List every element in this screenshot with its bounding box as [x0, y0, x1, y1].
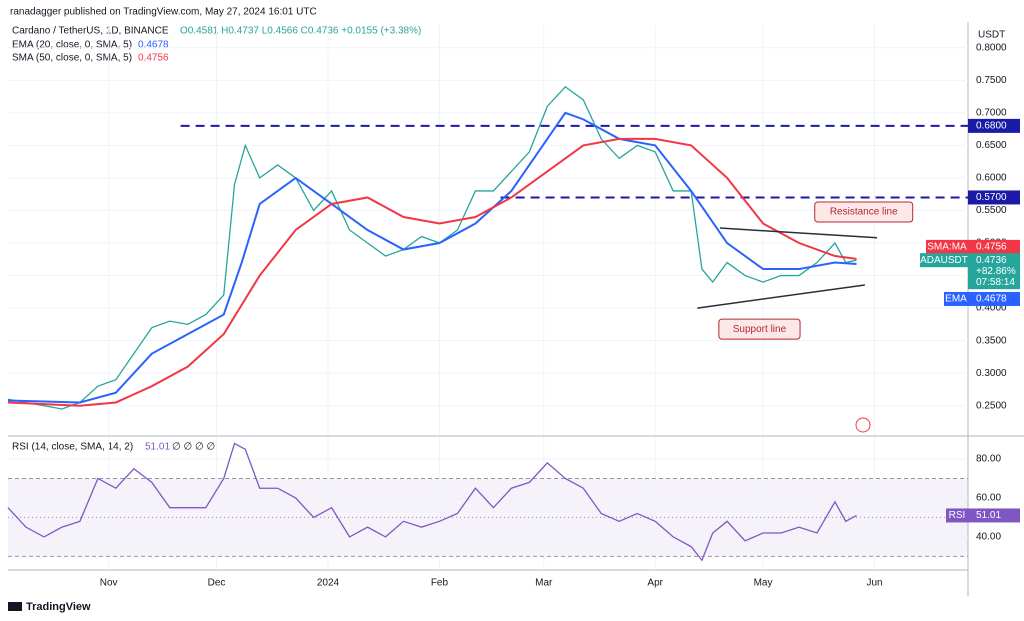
- y-tick-label: 0.7000: [976, 107, 1007, 118]
- annotation-box: [718, 318, 801, 340]
- ema-legend: EMA (20, close, 0, SMA, 5): [12, 40, 132, 51]
- level-label: 0.5700: [976, 192, 1007, 203]
- y-tick-label: 0.3000: [976, 368, 1007, 379]
- ohlc: O0.4581 H0.4737 L0.4566 C0.4736 +0.0155 …: [180, 26, 421, 37]
- y-tick-label: 0.5500: [976, 205, 1007, 216]
- rsi-legend-value: 51.01: [145, 442, 170, 453]
- badge-name: EMA: [945, 294, 967, 305]
- x-tick-label: Nov: [100, 578, 118, 589]
- badge-value: 0.4678: [976, 294, 1007, 305]
- x-tick-label: Mar: [535, 578, 553, 589]
- y-tick-label: 0.2500: [976, 400, 1007, 411]
- badge-extra: +82.86%: [976, 266, 1016, 277]
- x-tick-label: Jun: [866, 578, 882, 589]
- sma-legend: SMA (50, close, 0, SMA, 5): [12, 53, 132, 64]
- y-tick-label: 40.00: [976, 532, 1001, 543]
- series-line: [7, 111, 857, 404]
- badge-name-box: [920, 253, 968, 268]
- badge-name: SMA:MA: [927, 242, 967, 253]
- annotation: Support line: [733, 324, 787, 335]
- trendline: [697, 284, 865, 309]
- publisher: ranadagger published on TradingView.com,…: [10, 7, 317, 18]
- series-line: [7, 442, 857, 562]
- badge-extra: 07:58:14: [976, 277, 1015, 288]
- x-tick-label: Apr: [647, 578, 663, 589]
- level-badge: [968, 190, 1020, 205]
- x-tick-label: May: [754, 578, 773, 589]
- trendline: [719, 227, 878, 239]
- y-tick-label: 0.4000: [976, 303, 1007, 314]
- rsi-badge-name-box: [946, 508, 968, 523]
- rsi-legend: RSI (14, close, SMA, 14, 2): [12, 442, 133, 453]
- badge-value-box: [968, 291, 1020, 306]
- badge-name: ADAUSDT: [920, 255, 968, 266]
- badge-value-box: [968, 253, 1020, 290]
- sma-legend-value: 0.4756: [138, 53, 169, 64]
- badge-value: 0.4736: [976, 255, 1007, 266]
- rsi-badge-name: RSI: [949, 510, 966, 521]
- annotation: Resistance line: [830, 207, 898, 218]
- rsi-badge-value: 51.01: [976, 510, 1001, 521]
- badge-value-box: [968, 239, 1020, 254]
- y-tick-label: 0.6500: [976, 140, 1007, 151]
- rsi-badge-box: [968, 508, 1020, 523]
- badge-name-box: [944, 291, 968, 306]
- x-tick-label: 2024: [317, 578, 340, 589]
- x-tick-label: Dec: [208, 578, 226, 589]
- badge-value: 0.4756: [976, 242, 1007, 253]
- ema-legend-value: 0.4678: [138, 40, 169, 51]
- y-tick-label: 60.00: [976, 493, 1001, 504]
- y-tick-label: 80.00: [976, 454, 1001, 465]
- symbol-title: Cardano / TetherUS, 1D, BINANCE: [12, 26, 169, 37]
- logo: [8, 602, 22, 611]
- y-tick-label: 0.7500: [976, 75, 1007, 86]
- rsi-legend-extra: ∅ ∅ ∅ ∅: [172, 442, 215, 453]
- series-line: [7, 137, 857, 407]
- y-tick-label: 0.8000: [976, 42, 1007, 53]
- x-tick-label: Feb: [431, 578, 449, 589]
- alert-icon: [855, 417, 871, 433]
- currency: USDT: [978, 30, 1005, 41]
- level-label: 0.6800: [976, 121, 1007, 132]
- annotation-box: [814, 201, 914, 223]
- footer: TradingView: [26, 601, 91, 613]
- badge-name-box: [926, 239, 968, 254]
- y-tick-label: 0.6000: [976, 173, 1007, 184]
- level-badge: [968, 118, 1020, 133]
- y-tick-label: 0.3500: [976, 335, 1007, 346]
